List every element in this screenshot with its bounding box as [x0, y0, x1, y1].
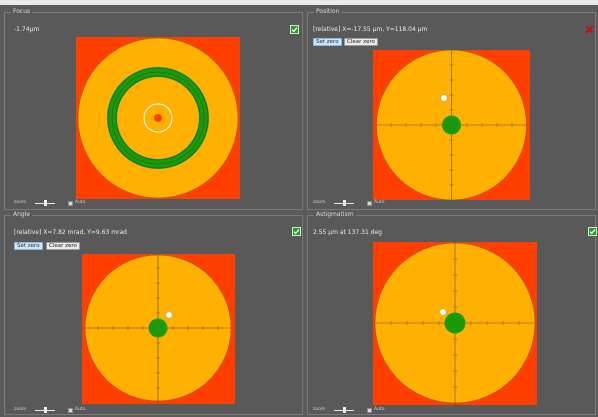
position-zoom-label: zoom — [313, 200, 326, 205]
focus-zoom-slider[interactable] — [35, 200, 55, 206]
position-zoom-slider[interactable] — [334, 200, 354, 206]
position-panel-title: Position — [314, 7, 342, 16]
angle-panel: Angle [relative] X=7.82 mrad, Y=9.63 mra… — [4, 210, 303, 415]
focus-auto-checkbox[interactable] — [68, 201, 73, 206]
angle-zoom-slider[interactable] — [35, 407, 55, 413]
position-readout: [relative] X=-17.55 µm, Y=118.04 µm — [313, 26, 428, 33]
angle-measured-point — [165, 311, 173, 319]
astigmatism-zoom-label: zoom — [313, 407, 326, 412]
position-target-zone — [442, 115, 461, 135]
astigmatism-zoom-slider-thumb[interactable] — [343, 407, 346, 413]
focus-auto-label: Auto — [75, 200, 86, 205]
focus-panel: Focus -1.74µm zoom Auto — [4, 7, 303, 210]
astigmatism-target-zone — [444, 312, 466, 334]
focus-target-plot — [76, 37, 240, 199]
astigmatism-auto-checkbox[interactable] — [367, 408, 372, 413]
astigmatism-zoom-slider[interactable] — [334, 407, 354, 413]
position-status-error-icon — [585, 25, 594, 34]
focus-ring-line-2 — [107, 67, 209, 169]
astigmatism-crosshair-ticks — [390, 258, 520, 388]
position-target-plot — [373, 49, 530, 201]
astigmatism-auto-label: Auto — [374, 407, 385, 412]
focus-status-ok-icon — [290, 25, 299, 34]
angle-panel-title: Angle — [11, 210, 33, 219]
astigmatism-panel-title: Astigmatism — [314, 210, 356, 219]
focus-readout: -1.74µm — [14, 26, 40, 33]
focus-zoom-label: zoom — [14, 200, 27, 205]
angle-readout: [relative] X=7.82 mrad, Y=9.63 mrad — [14, 229, 127, 236]
angle-zoom-label: zoom — [14, 407, 27, 412]
position-clear-zero-button[interactable]: Clear zero — [344, 38, 378, 46]
focus-inner-circle — [143, 103, 173, 133]
position-auto-label: Auto — [374, 200, 385, 205]
angle-target-plot — [82, 254, 235, 404]
position-auto-checkbox[interactable] — [367, 201, 372, 206]
position-crosshair-ticks — [390, 64, 513, 186]
focus-center-marker — [154, 114, 162, 122]
focus-ring-line-1 — [115, 75, 201, 161]
focus-zoom-slider-thumb[interactable] — [44, 200, 47, 206]
astigmatism-panel: Astigmatism 2.55 µm at 137.31 deg zoom A… — [307, 210, 597, 415]
angle-crosshair-ticks — [97, 267, 219, 389]
angle-status-ok-icon — [292, 227, 301, 236]
angle-clear-zero-button[interactable]: Clear zero — [46, 242, 80, 250]
astigmatism-target-plot — [373, 242, 537, 405]
astigmatism-measured-point — [439, 308, 447, 316]
position-set-zero-button[interactable]: Set zero — [313, 38, 342, 46]
window-top-strip — [0, 0, 598, 5]
focus-panel-title: Focus — [11, 7, 33, 16]
position-zoom-slider-thumb[interactable] — [343, 200, 346, 206]
angle-set-zero-button[interactable]: Set zero — [14, 242, 43, 250]
angle-zoom-slider-thumb[interactable] — [44, 407, 47, 413]
position-panel: Position [relative] X=-17.55 µm, Y=118.0… — [307, 7, 596, 210]
angle-target-zone — [148, 318, 168, 338]
focus-ring-line-3 — [111, 71, 205, 165]
astigmatism-readout: 2.55 µm at 137.31 deg — [313, 229, 382, 236]
position-measured-point — [440, 94, 448, 102]
angle-auto-label: Auto — [75, 407, 86, 412]
astigmatism-status-ok-icon — [588, 227, 597, 236]
angle-auto-checkbox[interactable] — [68, 408, 73, 413]
